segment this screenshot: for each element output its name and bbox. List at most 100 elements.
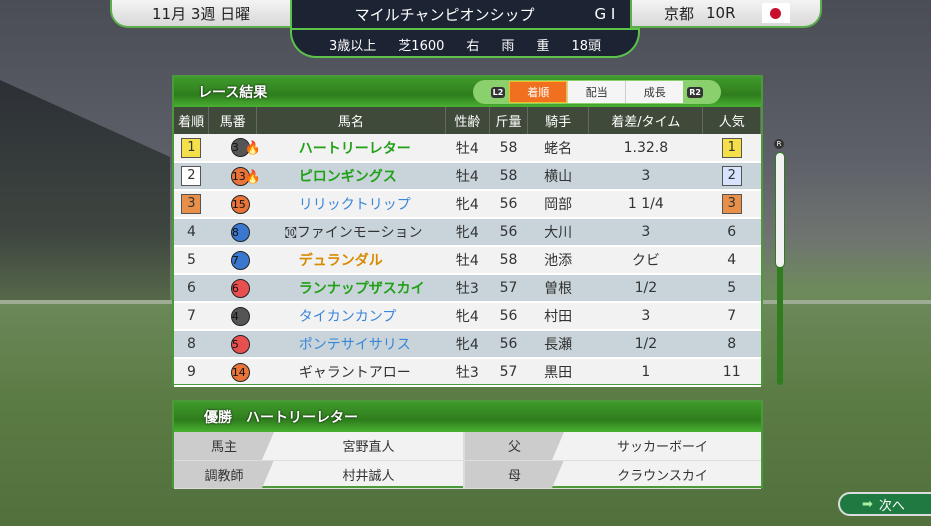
margin: 1/2	[588, 274, 703, 303]
column-header: 人気	[702, 107, 761, 134]
jockey: 長瀬	[527, 330, 589, 359]
sex-age: 牡4	[445, 246, 490, 275]
winner-info-table: 馬主 宮野直人 父サッカーボーイ 調教師 村井誠人 母クラウンスカイ	[174, 432, 761, 489]
weight: 58	[489, 162, 528, 191]
horse-name[interactable]: タイカンカンプ	[298, 309, 397, 325]
sex-age: 牡3	[445, 274, 490, 303]
l2-button-icon[interactable]: L2	[490, 86, 506, 98]
winner-label: 優勝	[204, 410, 232, 426]
horse-name[interactable]: ギャラントアロー	[298, 365, 411, 381]
foreign-mark-icon: ㉈	[284, 226, 297, 240]
margin: 1	[588, 358, 703, 387]
horse-number: 8	[230, 222, 250, 242]
weight: 56	[489, 218, 528, 247]
rank: 6	[186, 280, 196, 296]
sex-age: 牝4	[445, 330, 490, 359]
column-header: 着差/タイム	[588, 107, 704, 134]
horse-name[interactable]: ピロンギングス	[298, 169, 397, 185]
popularity: 8	[727, 336, 737, 352]
result-row[interactable]: 3 15 リリックトリップ 牝4 56 岡部 1 1/4 3	[174, 190, 761, 219]
tab-growth[interactable]: 成長	[625, 81, 684, 103]
popularity-badge: 1	[721, 137, 742, 158]
popularity: 7	[727, 308, 737, 324]
weight: 57	[489, 274, 528, 303]
popularity: 6	[727, 224, 737, 240]
trainer-label: 調教師	[174, 460, 274, 488]
weight: 57	[489, 358, 528, 387]
results-tabs: L2 着順 配当 成長 R2	[472, 80, 721, 104]
jockey: 村田	[527, 302, 589, 331]
result-row[interactable]: 5 7 デュランダル 牡4 58 池添 クビ 4	[174, 246, 761, 275]
fire-horse-icon: 🔥	[244, 170, 261, 185]
rank: 7	[186, 308, 196, 324]
horse-name[interactable]: デュランダル	[298, 253, 383, 269]
venue: 京都	[664, 4, 695, 23]
horse-number: 3	[230, 138, 250, 157]
horse-number: 13	[230, 166, 250, 186]
rank: 8	[186, 336, 196, 352]
popularity-badge: 3	[721, 194, 742, 214]
weight: 58	[489, 246, 528, 275]
column-header: 騎手	[527, 107, 590, 134]
race-name: マイルチャンピオンシップ	[354, 5, 535, 24]
rank-badge: 1	[181, 137, 202, 158]
horse-name[interactable]: リリックトリップ	[298, 197, 411, 213]
horse-name[interactable]: ハートリーレター	[298, 140, 411, 157]
horse-number: 4	[230, 306, 250, 326]
column-header: 斤量	[489, 107, 528, 134]
results-table: 着順 馬番 馬名 性齢 斤量 騎手 着差/タイム 人気 1 3 🔥 ハートリーレター 牡4 58…	[174, 107, 761, 387]
result-row[interactable]: 1 3 🔥 ハートリーレター 牡4 58 蛯名 1.32.8 1	[174, 134, 761, 163]
margin: クビ	[588, 246, 703, 275]
sire: サッカーボーイ	[564, 432, 761, 461]
horse-name[interactable]: ランナップザスカイ	[298, 281, 425, 297]
date-display: 11月 3週 日曜	[110, 0, 300, 28]
rank: 9	[186, 364, 196, 380]
column-header: 着順	[174, 107, 210, 134]
horse-name[interactable]: ファインモーション	[296, 225, 423, 241]
r2-button-icon[interactable]: R2	[687, 86, 703, 98]
result-row[interactable]: 8 5 ポンテサイサリス 牝4 56 長瀬 1/2 8	[174, 330, 761, 359]
trainer: 村井誠人	[274, 460, 464, 489]
margin: 1.32.8	[588, 134, 703, 163]
winner-panel: 優勝 ハートリーレター 馬主 宮野直人 父サッカーボーイ 調教師 村井誠人 母クラウン…	[172, 400, 763, 489]
result-row[interactable]: 6 6 ランナップザスカイ 牡3 57 曽根 1/2 5	[174, 274, 761, 303]
weight: 56	[489, 302, 528, 331]
owner-label: 馬主	[174, 432, 274, 460]
margin: 3	[588, 162, 703, 191]
tab-payout[interactable]: 配当	[567, 81, 626, 103]
dam: クラウンスカイ	[564, 460, 761, 489]
horse-number: 6	[230, 278, 250, 298]
result-row[interactable]: 9 14 ギャラントアロー 牡3 57 黒田 1 11	[174, 358, 761, 387]
weight: 58	[489, 134, 528, 163]
sex-age: 牡3	[445, 358, 490, 387]
rank: 5	[186, 252, 196, 268]
sire-label: 父	[464, 432, 564, 460]
horse-number: 15	[230, 194, 250, 214]
result-row[interactable]: 7 4 タイカンカンプ 牝4 56 村田 3 7	[174, 302, 761, 331]
jockey: 蛯名	[527, 134, 589, 163]
margin: 3	[588, 218, 703, 247]
next-button[interactable]: ➡ 次へ	[838, 492, 931, 516]
result-row[interactable]: 2 13 🔥 ピロンギングス 牡4 58 横山 3 2	[174, 162, 761, 191]
jockey: 黒田	[527, 358, 589, 387]
scrollbar-thumb[interactable]	[775, 152, 785, 268]
condition-item: 右	[466, 39, 480, 54]
fire-horse-icon: 🔥	[244, 141, 261, 156]
sex-age: 牝4	[445, 190, 490, 219]
japan-flag-icon	[761, 3, 790, 23]
arrow-right-icon: ➡	[862, 496, 873, 512]
condition-item: 18頭	[571, 39, 601, 54]
margin: 1 1/4	[588, 190, 703, 219]
scrollbar[interactable]	[775, 152, 785, 385]
result-row[interactable]: 4 8 ㉈ファインモーション 牝4 56 大川 3 6	[174, 218, 761, 247]
winner-name: ハートリーレター	[246, 410, 358, 426]
condition-item: 芝1600	[398, 39, 445, 54]
sex-age: 牡4	[445, 162, 490, 191]
horse-name[interactable]: ポンテサイサリス	[298, 337, 411, 353]
weight: 56	[489, 330, 528, 359]
race-info-panel: マイルチャンピオンシップ G I 3歳以上 芝1600 右 雨 重 18頭	[290, 0, 640, 58]
column-header: 馬名	[256, 107, 446, 134]
tab-order[interactable]: 着順	[509, 81, 568, 103]
date-text: 11月 3週 日曜	[152, 4, 251, 23]
horse-number: 14	[230, 362, 250, 382]
